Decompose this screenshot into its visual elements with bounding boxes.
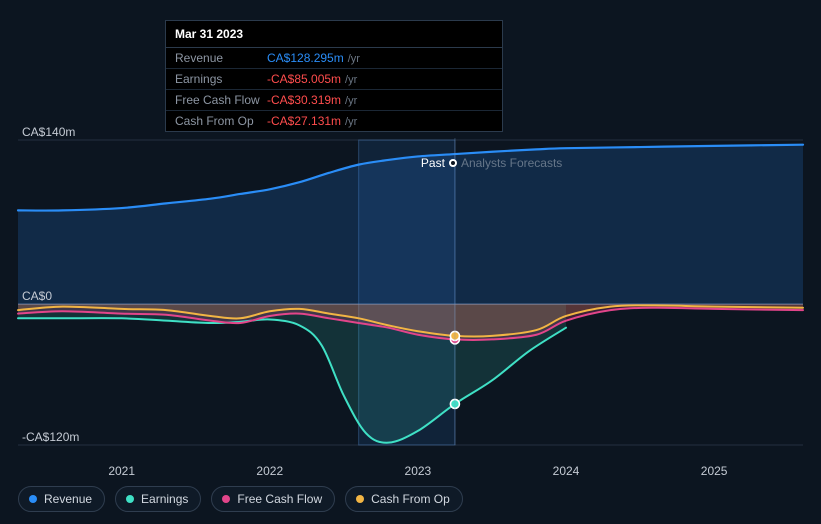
- y-tick-label: CA$140m: [22, 125, 75, 139]
- tooltip-row: RevenueCA$128.295m/yr: [166, 48, 502, 69]
- tooltip-row-label: Free Cash Flow: [175, 93, 267, 107]
- x-tick-label: 2022: [256, 464, 283, 478]
- legend-dot-icon: [126, 495, 134, 503]
- legend-chip-revenue[interactable]: Revenue: [18, 486, 105, 512]
- legend-dot-icon: [222, 495, 230, 503]
- tooltip-row-unit: /yr: [345, 116, 357, 128]
- legend: Revenue Earnings Free Cash Flow Cash From O…: [18, 486, 463, 512]
- tooltip-row-unit: /yr: [345, 95, 357, 107]
- tooltip-row-value: CA$128.295m: [267, 51, 344, 65]
- forecast-label: Analysts Forecasts: [461, 156, 562, 170]
- tooltip-row-unit: /yr: [345, 74, 357, 86]
- y-tick-label: CA$0: [22, 289, 52, 303]
- financial-chart: CA$140m CA$0 -CA$120m 2021 2022 2023 2024 2025…: [0, 0, 821, 524]
- tooltip-row-label: Earnings: [175, 72, 267, 86]
- legend-label: Free Cash Flow: [237, 492, 322, 506]
- hover-tooltip: Mar 31 2023 RevenueCA$128.295m/yrEarning…: [165, 20, 503, 132]
- tooltip-row: Earnings-CA$85.005m/yr: [166, 69, 502, 90]
- legend-dot-icon: [29, 495, 37, 503]
- tooltip-row-label: Cash From Op: [175, 114, 267, 128]
- past-label: Past: [421, 156, 445, 170]
- tooltip-row-unit: /yr: [348, 53, 360, 65]
- x-tick-label: 2021: [108, 464, 135, 478]
- y-tick-label: -CA$120m: [22, 430, 79, 444]
- tooltip-row-value: -CA$27.131m: [267, 114, 341, 128]
- tooltip-date: Mar 31 2023: [166, 21, 502, 48]
- x-tick-label: 2023: [405, 464, 432, 478]
- tooltip-row-value: -CA$85.005m: [267, 72, 341, 86]
- legend-label: Revenue: [44, 492, 92, 506]
- legend-chip-cfo[interactable]: Cash From Op: [345, 486, 463, 512]
- tooltip-row: Cash From Op-CA$27.131m/yr: [166, 111, 502, 131]
- legend-chip-earnings[interactable]: Earnings: [115, 486, 201, 512]
- tooltip-row-label: Revenue: [175, 51, 267, 65]
- divider-dot-icon: [449, 159, 457, 167]
- tooltip-row: Free Cash Flow-CA$30.319m/yr: [166, 90, 502, 111]
- legend-dot-icon: [356, 495, 364, 503]
- legend-label: Cash From Op: [371, 492, 450, 506]
- x-tick-label: 2025: [701, 464, 728, 478]
- legend-chip-fcf[interactable]: Free Cash Flow: [211, 486, 335, 512]
- past-forecast-label: Past Analysts Forecasts: [421, 156, 562, 170]
- legend-label: Earnings: [141, 492, 188, 506]
- x-tick-label: 2024: [553, 464, 580, 478]
- tooltip-row-value: -CA$30.319m: [267, 93, 341, 107]
